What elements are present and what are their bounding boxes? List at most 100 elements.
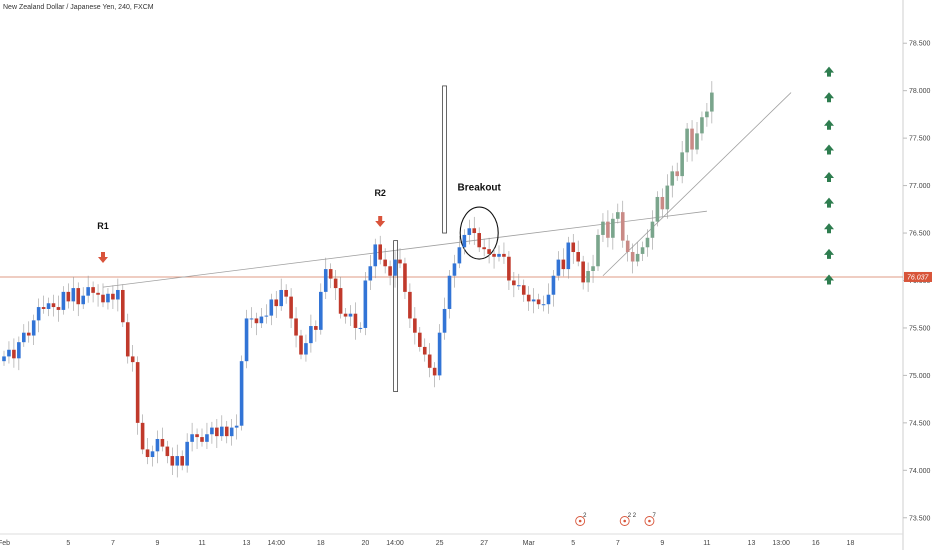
event-count: 2 — [583, 513, 587, 519]
candle-body — [566, 242, 571, 270]
candle-body — [517, 285, 521, 287]
y-tick-label: 75.000 — [909, 373, 931, 380]
candle-body — [695, 133, 699, 150]
candle-body — [363, 280, 368, 328]
candle-body — [145, 449, 150, 458]
candle-body — [536, 299, 541, 305]
red-arrow-icon — [375, 215, 386, 227]
candle-body — [705, 111, 709, 118]
y-tick-label: 76.500 — [909, 231, 931, 238]
green-arrow-icon — [824, 223, 834, 234]
candle-body — [655, 196, 660, 222]
x-tick-label: 7 — [616, 540, 620, 547]
candle-body — [249, 318, 254, 320]
candle-body — [685, 128, 689, 153]
range-box — [393, 240, 399, 392]
candle-body — [541, 304, 546, 306]
candle-body — [31, 320, 36, 336]
x-tick-label: 18 — [317, 540, 325, 547]
candle-body — [422, 346, 427, 355]
candle-body — [650, 221, 655, 238]
x-tick-label: 18 — [847, 540, 855, 547]
candle-body — [51, 303, 56, 308]
candle-body — [576, 252, 580, 262]
candle-body — [81, 295, 85, 305]
candle-body — [56, 307, 61, 310]
candle-body — [690, 128, 694, 150]
candle-body — [665, 185, 670, 210]
green-arrow-icon — [824, 274, 834, 285]
x-tick-label: 20 — [361, 540, 369, 547]
candle-body — [215, 427, 219, 437]
candle-body — [116, 289, 120, 300]
candle-body — [22, 332, 26, 343]
candle-body — [487, 249, 491, 254]
candle-body — [408, 291, 412, 319]
candle-body — [581, 261, 585, 283]
green-arrow-icon — [824, 92, 834, 103]
x-tick-label: 5 — [571, 540, 575, 547]
event-dot — [578, 519, 582, 523]
candle-body — [343, 313, 348, 317]
candle-body — [170, 456, 175, 466]
candle-body — [452, 263, 457, 276]
candle-body — [234, 425, 239, 428]
x-tick-label: 7 — [111, 540, 115, 547]
candle-body — [61, 291, 66, 310]
candle-body — [294, 318, 298, 336]
candle-body — [165, 446, 170, 457]
x-tick-label: 5 — [66, 540, 70, 547]
candle-body — [254, 318, 259, 324]
green-arrow-icon — [824, 197, 834, 208]
candles — [2, 81, 714, 478]
green-arrow-icon — [824, 144, 834, 155]
candle-body — [472, 228, 477, 234]
candle-body — [531, 299, 536, 302]
candle-body — [205, 434, 209, 442]
candle-body — [304, 343, 308, 355]
x-tick-label: Mar — [523, 540, 536, 547]
candle-body — [111, 293, 115, 300]
range-box — [442, 85, 447, 234]
candle-body — [26, 332, 31, 336]
candle-body — [66, 291, 71, 302]
candle-body — [319, 291, 323, 330]
green-arrow-icon — [824, 119, 834, 130]
current-price-tag — [904, 271, 932, 282]
candle-body — [96, 292, 100, 295]
candle-body — [660, 196, 665, 210]
candle-body — [220, 426, 224, 437]
candle-body — [264, 315, 269, 317]
candle-body — [497, 253, 501, 257]
candle-body — [106, 293, 110, 303]
candle-body — [710, 92, 714, 112]
breakout-label: Breakout — [458, 182, 502, 193]
candle-body — [338, 288, 343, 314]
candle-body — [502, 253, 506, 257]
candle-body — [185, 441, 189, 466]
candle-body — [398, 259, 402, 264]
breakout-circle — [459, 206, 499, 260]
candle-body — [616, 212, 620, 219]
y-tick-label: 77.000 — [909, 183, 931, 190]
y-tick-label: 78.000 — [909, 88, 931, 95]
candle-body — [244, 318, 249, 362]
candle-body — [413, 318, 417, 333]
x-axis: Feb 5 7 9 11 13 14:00 18 20 14:00 25 27 Mar 5 7 9 11 13 13… — [0, 540, 854, 547]
candle-body — [611, 218, 615, 238]
chart-title: New Zealand Dollar / Japanese Yen, 240, … — [3, 4, 154, 11]
candle-body — [328, 269, 333, 279]
candle-body — [348, 313, 353, 317]
candle-body — [180, 456, 184, 466]
x-tick-label: 11 — [703, 540, 710, 547]
candle-body — [467, 228, 472, 235]
y-tick-label: 75.500 — [909, 325, 931, 332]
candle-body — [12, 349, 16, 359]
x-tick-label: 9 — [660, 540, 664, 547]
x-tick-label: 13 — [748, 540, 756, 547]
candle-body — [437, 332, 442, 376]
candle-body — [71, 288, 76, 302]
candle-body — [526, 294, 531, 302]
green-arrow-icon — [824, 66, 834, 77]
